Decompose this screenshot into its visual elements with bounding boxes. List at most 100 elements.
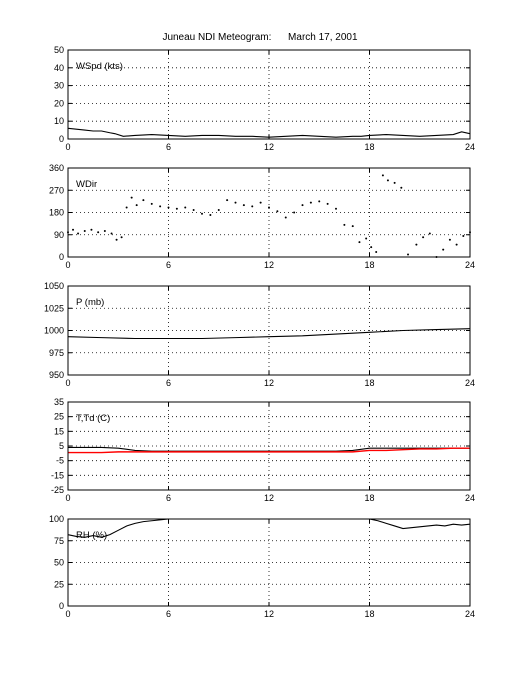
y-tick-label: 1000 bbox=[44, 326, 64, 336]
y-tick-label: 35 bbox=[54, 397, 64, 407]
x-tick-label: 12 bbox=[264, 142, 274, 152]
y-tick-label: 0 bbox=[59, 134, 64, 144]
data-point bbox=[150, 202, 153, 205]
y-tick-label: 90 bbox=[54, 230, 64, 240]
data-point bbox=[442, 248, 445, 251]
data-point bbox=[83, 230, 86, 233]
x-tick-label: 18 bbox=[364, 378, 374, 388]
y-tick-label: -5 bbox=[56, 456, 64, 466]
data-point bbox=[370, 246, 373, 249]
data-point bbox=[90, 228, 93, 231]
y-tick-label: 100 bbox=[49, 514, 64, 524]
panel-label: P (mb) bbox=[76, 297, 104, 308]
x-tick-label: 0 bbox=[65, 142, 70, 152]
y-tick-label: 25 bbox=[54, 579, 64, 589]
x-tick-label: 18 bbox=[364, 260, 374, 270]
panel-label: T,Td (C) bbox=[76, 413, 110, 424]
data-point bbox=[259, 201, 262, 204]
y-tick-label: -25 bbox=[51, 485, 64, 495]
data-point bbox=[393, 181, 396, 184]
data-point bbox=[448, 238, 451, 241]
y-tick-label: 10 bbox=[54, 116, 64, 126]
y-tick-label: 5 bbox=[59, 441, 64, 451]
data-point bbox=[386, 179, 389, 182]
panel-5: 0 6 12 18 24 0 25 50 75 100 RH (%) bbox=[49, 514, 475, 619]
y-tick-label: 1050 bbox=[44, 281, 64, 291]
y-tick-label: 75 bbox=[54, 536, 64, 546]
data-point bbox=[77, 232, 80, 235]
data-point bbox=[343, 223, 346, 226]
series-line-1 bbox=[67, 328, 471, 340]
panel-label: RH (%) bbox=[76, 530, 107, 541]
x-tick-label: 24 bbox=[465, 609, 475, 619]
data-point bbox=[97, 231, 100, 234]
panel-3: 0 6 12 18 24 950 975 1000 1025 1050 P (mb) bbox=[44, 281, 475, 388]
x-tick-label: 18 bbox=[364, 609, 374, 619]
x-tick-label: 18 bbox=[364, 493, 374, 503]
y-tick-label: 40 bbox=[54, 63, 64, 73]
panel-label: WSpd (kts) bbox=[76, 61, 123, 72]
data-point bbox=[415, 243, 418, 246]
x-tick-label: 24 bbox=[465, 260, 475, 270]
data-point bbox=[142, 199, 145, 202]
data-point bbox=[251, 205, 254, 208]
x-tick-label: 24 bbox=[465, 378, 475, 388]
y-tick-label: 270 bbox=[49, 185, 64, 195]
x-tick-label: 24 bbox=[465, 142, 475, 152]
chart-title: Juneau NDI Meteogram: March 17, 2001 bbox=[162, 32, 358, 43]
data-point bbox=[400, 186, 403, 189]
x-tick-label: 24 bbox=[465, 493, 475, 503]
data-point bbox=[72, 228, 75, 231]
x-tick-label: 12 bbox=[264, 493, 274, 503]
data-point bbox=[455, 243, 458, 246]
y-tick-label: 180 bbox=[49, 208, 64, 218]
data-point bbox=[209, 213, 212, 216]
data-point bbox=[192, 209, 195, 212]
y-tick-label: 20 bbox=[54, 98, 64, 108]
data-point bbox=[120, 236, 123, 239]
x-tick-label: 6 bbox=[166, 378, 171, 388]
data-point bbox=[375, 251, 378, 254]
data-point bbox=[103, 230, 106, 233]
data-point bbox=[201, 212, 203, 215]
x-tick-label: 0 bbox=[65, 378, 70, 388]
data-point bbox=[130, 196, 133, 199]
x-tick-label: 12 bbox=[264, 260, 274, 270]
data-point bbox=[110, 232, 113, 235]
y-tick-label: 950 bbox=[49, 370, 64, 380]
data-point bbox=[135, 204, 138, 207]
data-point bbox=[326, 202, 329, 205]
x-tick-label: 6 bbox=[166, 493, 171, 503]
data-point bbox=[318, 200, 321, 203]
x-tick-label: 6 bbox=[166, 609, 171, 619]
series-line-1 bbox=[67, 518, 169, 538]
data-point bbox=[167, 206, 170, 209]
data-point bbox=[365, 237, 368, 240]
data-point bbox=[381, 174, 384, 177]
series-line-2 bbox=[68, 447, 470, 454]
y-tick-label: 0 bbox=[59, 252, 64, 262]
panel-2: 0 6 12 18 24 0 90 180 270 360 WDir bbox=[49, 163, 475, 270]
data-point bbox=[226, 199, 229, 202]
y-tick-label: 50 bbox=[54, 45, 64, 55]
data-point bbox=[407, 253, 410, 256]
y-tick-label: 50 bbox=[54, 558, 64, 568]
panel-label: WDir bbox=[76, 179, 97, 190]
series-line-1 bbox=[68, 446, 470, 452]
y-tick-label: 25 bbox=[54, 412, 64, 422]
panel-1: 0 6 12 18 24 0 10 20 30 40 50 WSpd (kts) bbox=[54, 45, 475, 152]
data-point bbox=[335, 207, 337, 210]
panel-4: 0 6 12 18 24 -25 -15 -5 5 15 25 35 T,Td (C) bbox=[51, 397, 475, 503]
data-point bbox=[125, 206, 128, 209]
data-point bbox=[284, 216, 287, 219]
series-line-1 bbox=[67, 127, 471, 138]
data-point bbox=[242, 204, 245, 207]
y-tick-label: 975 bbox=[49, 348, 64, 358]
data-point bbox=[422, 236, 425, 239]
y-tick-label: -15 bbox=[51, 470, 64, 480]
x-tick-label: 18 bbox=[364, 142, 374, 152]
data-point bbox=[428, 232, 431, 235]
x-tick-label: 0 bbox=[65, 260, 70, 270]
data-point bbox=[184, 206, 187, 209]
